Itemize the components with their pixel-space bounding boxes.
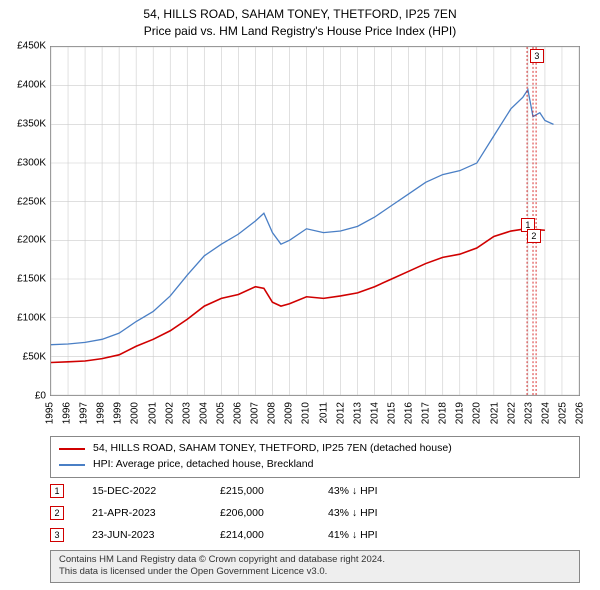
x-tick-label: 2026	[575, 402, 586, 424]
y-tick-label: £350K	[17, 118, 46, 129]
chart-plot-area	[50, 46, 580, 396]
chart-title-line1: 54, HILLS ROAD, SAHAM TONEY, THETFORD, I…	[0, 6, 600, 23]
x-tick-label: 2012	[335, 402, 346, 424]
sale-marker-icon: 1	[50, 484, 64, 498]
x-tick-label: 2016	[404, 402, 415, 424]
x-tick-label: 2005	[215, 402, 226, 424]
legend-box: 54, HILLS ROAD, SAHAM TONEY, THETFORD, I…	[50, 436, 580, 478]
x-tick-label: 2015	[386, 402, 397, 424]
y-tick-label: £0	[35, 391, 46, 402]
x-tick-label: 2017	[421, 402, 432, 424]
x-tick-label: 1999	[113, 402, 124, 424]
y-tick-label: £100K	[17, 313, 46, 324]
x-tick-label: 2014	[369, 402, 380, 424]
x-tick-label: 1996	[62, 402, 73, 424]
legend-label-hpi: HPI: Average price, detached house, Brec…	[93, 457, 313, 473]
x-tick-label: 2018	[438, 402, 449, 424]
y-tick-label: £300K	[17, 157, 46, 168]
x-tick-label: 2021	[489, 402, 500, 424]
sale-price: £215,000	[220, 485, 300, 497]
legend-item-property: 54, HILLS ROAD, SAHAM TONEY, THETFORD, I…	[59, 441, 571, 457]
x-tick-label: 2001	[147, 402, 158, 424]
legend-swatch-property	[59, 448, 85, 450]
sale-price: £206,000	[220, 507, 300, 519]
chart-title-line2: Price paid vs. HM Land Registry's House …	[0, 23, 600, 40]
chart-sale-marker-icon: 2	[527, 229, 541, 243]
x-tick-label: 2004	[198, 402, 209, 424]
footer-line2: This data is licensed under the Open Gov…	[59, 566, 571, 578]
x-tick-label: 1998	[96, 402, 107, 424]
x-tick-label: 2006	[233, 402, 244, 424]
sales-table: 1 15-DEC-2022 £215,000 43% ↓ HPI 2 21-AP…	[50, 480, 580, 546]
x-tick-label: 2002	[164, 402, 175, 424]
chart-sale-marker-icon: 3	[530, 49, 544, 63]
x-tick-label: 2008	[267, 402, 278, 424]
legend-label-property: 54, HILLS ROAD, SAHAM TONEY, THETFORD, I…	[93, 441, 452, 457]
sale-row: 3 23-JUN-2023 £214,000 41% ↓ HPI	[50, 524, 580, 546]
y-tick-label: £150K	[17, 274, 46, 285]
x-tick-label: 1997	[79, 402, 90, 424]
x-tick-label: 2000	[130, 402, 141, 424]
x-tick-label: 2020	[472, 402, 483, 424]
x-tick-label: 2019	[455, 402, 466, 424]
x-tick-label: 2011	[318, 402, 329, 424]
sale-marker-icon: 2	[50, 506, 64, 520]
x-tick-label: 2003	[181, 402, 192, 424]
x-tick-label: 1995	[45, 402, 56, 424]
sale-delta: 43% ↓ HPI	[328, 507, 428, 519]
x-tick-label: 2023	[523, 402, 534, 424]
sale-row: 1 15-DEC-2022 £215,000 43% ↓ HPI	[50, 480, 580, 502]
y-tick-label: £200K	[17, 235, 46, 246]
footer-line1: Contains HM Land Registry data © Crown c…	[59, 554, 571, 566]
sale-delta: 43% ↓ HPI	[328, 485, 428, 497]
sale-date: 23-JUN-2023	[92, 529, 192, 541]
sale-date: 21-APR-2023	[92, 507, 192, 519]
chart-svg	[51, 47, 579, 395]
chart-title-block: 54, HILLS ROAD, SAHAM TONEY, THETFORD, I…	[0, 0, 600, 40]
y-tick-label: £50K	[23, 352, 46, 363]
y-tick-label: £400K	[17, 79, 46, 90]
sale-row: 2 21-APR-2023 £206,000 43% ↓ HPI	[50, 502, 580, 524]
sale-date: 15-DEC-2022	[92, 485, 192, 497]
sale-delta: 41% ↓ HPI	[328, 529, 428, 541]
x-tick-label: 2007	[250, 402, 261, 424]
x-tick-label: 2022	[506, 402, 517, 424]
x-tick-label: 2010	[301, 402, 312, 424]
sale-price: £214,000	[220, 529, 300, 541]
footer-attribution: Contains HM Land Registry data © Crown c…	[50, 550, 580, 583]
legend-item-hpi: HPI: Average price, detached house, Brec…	[59, 457, 571, 473]
sale-marker-icon: 3	[50, 528, 64, 542]
y-tick-label: £250K	[17, 196, 46, 207]
x-tick-label: 2025	[557, 402, 568, 424]
x-tick-label: 2024	[540, 402, 551, 424]
x-tick-label: 2009	[284, 402, 295, 424]
y-tick-label: £450K	[17, 41, 46, 52]
x-tick-label: 2013	[352, 402, 363, 424]
legend-swatch-hpi	[59, 464, 85, 466]
